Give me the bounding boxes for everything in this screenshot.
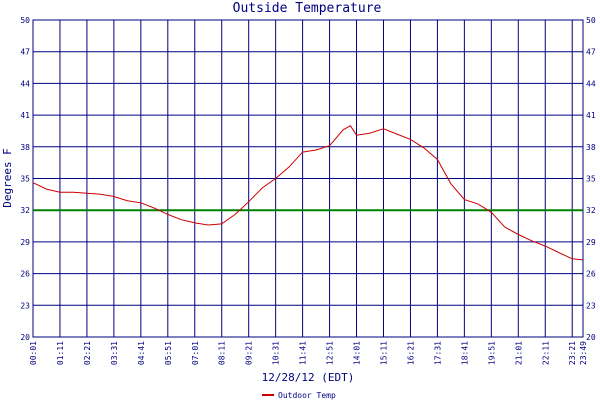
x-tick-label: 14:01 [353,341,362,365]
y-tick-label-right: 23 [586,301,596,310]
legend-label-outdoor-temp: Outdoor Temp [278,391,336,400]
x-tick-label: 16:21 [406,341,415,365]
x-tick-label: 05:51 [164,341,173,365]
chart-grid [32,19,584,338]
legend: Outdoor Temp [262,391,336,400]
y-tick-label-left: 32 [20,206,30,215]
y-tick-label-left: 41 [20,111,30,120]
x-tick-label: 08:11 [218,341,227,365]
x-tick-label: 15:11 [379,341,388,365]
x-tick-label: 09:21 [245,341,254,365]
y-tick-label-left: 20 [20,333,30,342]
x-tick-label: 21:01 [514,341,523,365]
y-tick-label-right: 32 [586,206,596,215]
x-tick-label: 18:41 [460,341,469,365]
y-tick-label-left: 38 [20,143,30,152]
y-tick-label-left: 50 [20,16,30,25]
y-tick-label-left: 47 [20,48,30,57]
x-tick-label: 04:41 [137,341,146,365]
x-tick-label: 00:01 [29,341,38,365]
y-tick-label-right: 50 [586,16,596,25]
x-tick-label: 11:41 [299,341,308,365]
y-tick-label-left: 26 [20,270,30,279]
x-axis-label: 12/28/12 (EDT) [262,371,355,384]
x-tick-label: 02:21 [83,341,92,365]
x-tick-label: 17:31 [433,341,442,365]
y-axis-label: Degrees F [1,148,14,208]
x-tick-label: 19:51 [487,341,496,365]
y-tick-label-right: 41 [586,111,596,120]
y-axis-right: 20 23 26 29 32 35 38 41 44 47 50 [586,16,596,342]
y-tick-label-right: 29 [586,238,596,247]
y-tick-label-left: 44 [20,79,30,88]
chart-title: Outside Temperature [233,1,382,16]
y-tick-label-right: 20 [586,333,596,342]
y-axis-left: 20 23 26 29 32 35 38 41 44 47 50 [20,16,30,342]
x-tick-label: 10:31 [272,341,281,365]
y-tick-label-right: 38 [586,143,596,152]
y-tick-label-right: 35 [586,175,596,184]
x-tick-label: 01:11 [56,341,65,365]
x-tick-label: 22:11 [541,341,550,365]
x-tick-label: 23:21 [568,341,577,365]
series-line-outdoor-temp [32,125,584,261]
x-tick-label: 12:51 [326,341,335,365]
x-tick-label: 07:01 [191,341,200,365]
x-tick-label: 03:31 [110,341,119,365]
x-tick-label: 23:49 [579,341,588,365]
y-tick-label-right: 47 [586,48,596,57]
y-tick-label-right: 44 [586,79,596,88]
y-tick-label-left: 23 [20,301,30,310]
y-tick-label-right: 26 [586,270,596,279]
y-tick-label-left: 35 [20,175,30,184]
x-axis: 00:01 01:11 02:21 03:31 04:41 05:51 07:01 08:11… [29,341,588,365]
y-tick-label-left: 29 [20,238,30,247]
